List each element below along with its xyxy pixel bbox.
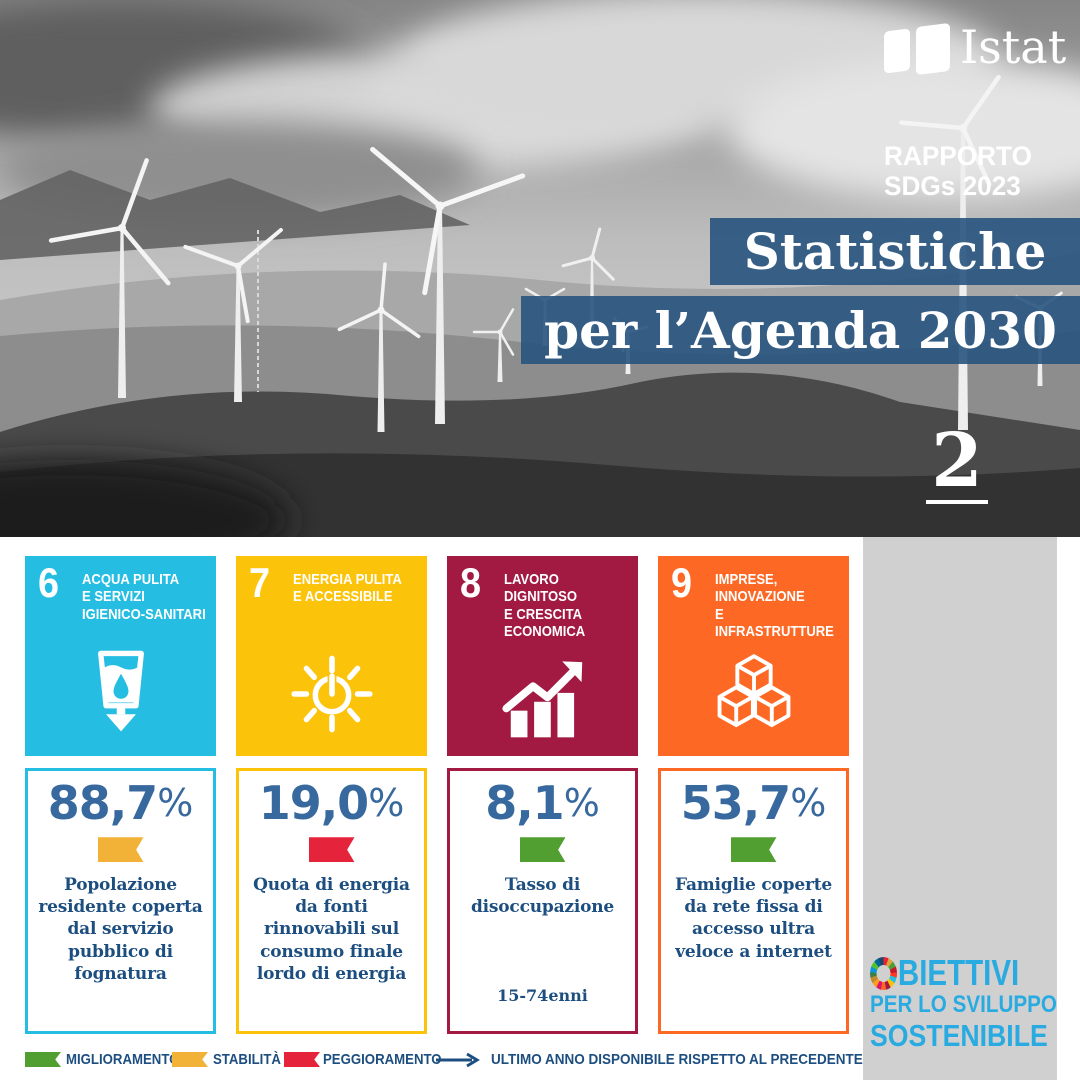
- stat-value: 8,1: [485, 776, 564, 830]
- legend-label: PEGGIORAMENTO: [323, 1051, 442, 1068]
- stat-card-9: 53,7% Famiglie coperte da rete fissa di …: [658, 768, 849, 1034]
- stat-description: Famiglie coperte da rete fissa di access…: [675, 875, 832, 962]
- goal-tile-9: 9 IMPRESE, INNOVAZIONE E INFRASTRUTTURE: [658, 556, 849, 756]
- goal-tile-7: 7 ENERGIA PULITA E ACCESSIBILE: [236, 556, 427, 756]
- title-band-2: per l’Agenda 2030: [521, 296, 1080, 364]
- stat-card-6: 88,7% Popolazione residente coperta dal …: [25, 768, 216, 1034]
- goal-number: 6: [38, 559, 60, 606]
- stat-card-8: 8,1% Tasso di disoccupazione 15-74enni: [447, 768, 638, 1034]
- legend-flag-stability: [172, 1052, 208, 1067]
- legend-flag-improvement: [25, 1052, 61, 1067]
- wind-farm-photo: [0, 0, 1080, 537]
- water-glass-icon: [97, 650, 144, 732]
- goal-number: 9: [671, 559, 693, 606]
- stat-unit: %: [157, 781, 194, 825]
- stat-description: Popolazione residente coperta dal serviz…: [38, 875, 203, 984]
- istat-wordmark: Istat: [960, 20, 1067, 74]
- report-line-1: RAPPORTO: [884, 141, 1032, 171]
- wind-turbine: [370, 146, 526, 424]
- page-number-underline: [926, 500, 988, 504]
- legend-flag-worsening: [284, 1052, 320, 1067]
- istat-book-icon: [916, 22, 950, 76]
- stat-value: 19,0: [258, 776, 369, 830]
- hero-photo: Statistiche per l’Agenda 2030 Istat RAPP…: [0, 0, 1080, 537]
- title-line-1: Statistiche: [743, 222, 1047, 281]
- legend-arrow-note: ULTIMO ANNO DISPONIBILE RISPETTO AL PREC…: [491, 1051, 863, 1068]
- legend-label: STABILITÀ: [213, 1051, 281, 1068]
- trend-flag-improvement: [730, 837, 777, 863]
- stat-unit: %: [790, 781, 827, 825]
- stat-note: 15-74enni: [497, 986, 588, 1005]
- wind-turbine: [472, 308, 515, 382]
- stat-unit: %: [368, 781, 405, 825]
- sdg-logo: BIETTIVI PER LO SVILUPPO SOSTENIBILE: [870, 955, 1080, 1053]
- sdg-logo-line-3: SOSTENIBILE: [870, 1017, 1048, 1053]
- wind-turbine: [48, 158, 171, 398]
- goal-tile-8: 8 LAVORO DIGNITOSO E CRESCITA ECONOMICA: [447, 556, 638, 756]
- wind-turbine: [183, 228, 283, 402]
- goal-number: 7: [249, 559, 271, 606]
- istat-logo: Istat: [884, 20, 1066, 80]
- title-band-1: Statistiche: [710, 218, 1080, 285]
- goal-title: LAVORO DIGNITOSO E CRESCITA ECONOMICA: [504, 571, 586, 641]
- stat-description: Quota di energia da fonti rinnovabili su…: [253, 875, 410, 984]
- report-line-2: SDGs 2023: [884, 170, 1021, 201]
- legend-bar: MIGLIORAMENTO STABILITÀ PEGGIORAMENTO UL…: [0, 1046, 863, 1076]
- sdg-wheel-icon: [870, 956, 898, 990]
- goal-tile-6: 6 ACQUA PULITA E SERVIZI IGIENICO-SANITA…: [25, 556, 216, 756]
- stat-card-7: 19,0% Quota di energia da fonti rinnovab…: [236, 768, 427, 1034]
- page-number: 2: [912, 424, 1002, 504]
- goal-title: ENERGIA PULITA E ACCESSIBILE: [293, 571, 402, 606]
- trend-flag-improvement: [519, 837, 566, 863]
- sdg-logo-line-2: PER LO SVILUPPO: [870, 991, 1057, 1018]
- cubes-icon: [717, 654, 790, 728]
- arrow-right-icon: [436, 1052, 480, 1068]
- trend-flag-worsening: [308, 837, 355, 863]
- sun-power-icon: [290, 655, 373, 733]
- stat-description: Tasso di disoccupazione: [470, 875, 615, 918]
- istat-book-icon: [884, 28, 910, 74]
- trend-flag-stability: [97, 837, 144, 863]
- stat-value: 88,7: [47, 776, 158, 830]
- report-label: RAPPORTO SDGs 2023: [884, 141, 1032, 201]
- sidebar-panel: BIETTIVI PER LO SVILUPPO SOSTENIBILE: [863, 537, 1057, 1080]
- stat-unit: %: [563, 781, 600, 825]
- stat-value: 53,7: [680, 776, 791, 830]
- title-line-2: per l’Agenda 2030: [544, 300, 1057, 360]
- legend-label: MIGLIORAMENTO: [66, 1051, 180, 1068]
- wind-turbine: [337, 262, 421, 432]
- goal-number: 8: [460, 559, 482, 606]
- growth-chart-icon: [501, 661, 582, 738]
- goal-title: ACQUA PULITA E SERVIZI IGIENICO-SANITARI: [82, 571, 206, 623]
- sdg-logo-line-1: BIETTIVI: [897, 952, 1020, 993]
- goal-title: IMPRESE, INNOVAZIONE E INFRASTRUTTURE: [715, 571, 834, 641]
